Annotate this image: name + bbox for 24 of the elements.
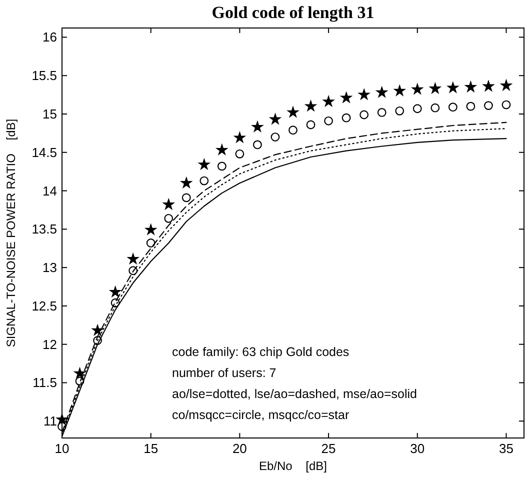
y-tick-label: 13	[42, 260, 57, 276]
annotation: number of users: 7	[172, 366, 276, 380]
y-tick-label: 14	[42, 183, 57, 198]
x-axis-title: Eb/No [dB]	[258, 459, 328, 473]
y-tick-label: 15.5	[32, 68, 57, 84]
y-tick-label: 12	[42, 336, 57, 352]
x-tick-label: 30	[410, 441, 425, 456]
chart-title: Gold code of length 31	[212, 3, 374, 22]
x-tick-label: 15	[144, 441, 158, 456]
y-tick-label: 11	[44, 414, 57, 429]
y-tick-label: 12.5	[32, 298, 57, 314]
x-tick-label: 10	[54, 441, 70, 456]
y-tick-label: 13.5	[32, 222, 57, 237]
y-tick-label: 11.5	[32, 375, 57, 390]
annotation: ao/lse=dotted, lse/ao=dashed, mse/ao=solid	[172, 387, 418, 401]
x-tick-label: 25	[321, 441, 336, 456]
y-tick-label: 16	[42, 30, 57, 45]
x-tick-label: 20	[232, 441, 247, 456]
y-axis-title: SIGNAL-TO-NOISE POWER RATIO [dB]	[4, 118, 18, 348]
annotation: code family: 63 chip Gold codes	[172, 345, 350, 359]
annotation: co/msqcc=circle, msqcc/co=star	[172, 408, 350, 422]
x-tick-label: 35	[498, 441, 514, 456]
y-tick-label: 14.5	[32, 144, 57, 160]
y-tick-label: 15	[42, 106, 57, 122]
